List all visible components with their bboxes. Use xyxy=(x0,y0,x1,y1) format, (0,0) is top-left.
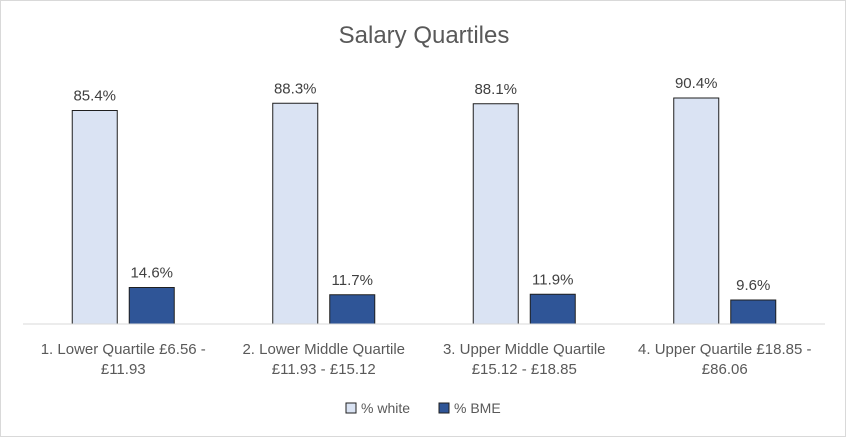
category-label-3-line-1: 3. Upper Middle Quartile xyxy=(443,341,606,358)
bar-white-2 xyxy=(272,102,319,325)
bars-group: 85.4% 14.6% 88.3% 11.7% 88.1% 11.9% 90.4% 9.6% xyxy=(71,75,777,325)
bar-bme-2 xyxy=(329,294,376,325)
category-label-1-line-1: 1. Lower Quartile £6.56 - xyxy=(41,341,206,358)
bar-bme-4 xyxy=(730,299,777,325)
category-label-3-line-2: £15.12 - £18.85 xyxy=(472,361,577,378)
category-label-4-line-2: £86.06 xyxy=(702,361,748,378)
bar-white-4 xyxy=(673,97,720,325)
data-label-bme-2: 11.7% xyxy=(332,272,373,289)
category-label-4-line-1: 4. Upper Quartile £18.85 - xyxy=(638,341,811,358)
category-label-2-line-1: 2. Lower Middle Quartile xyxy=(242,341,405,358)
category-labels: 1. Lower Quartile £6.56 - £11.93 2. Lower … xyxy=(41,341,812,378)
chart-title: Salary Quartiles xyxy=(339,22,510,49)
data-label-white-3: 88.1% xyxy=(474,81,517,98)
data-label-white-2: 88.3% xyxy=(274,80,317,97)
legend-swatch-bme xyxy=(438,402,450,414)
bar-bme-1 xyxy=(128,287,175,325)
category-label-2-line-2: £11.93 - £15.12 xyxy=(272,361,376,378)
bar-white-1 xyxy=(71,110,118,325)
bar-white-3 xyxy=(472,103,519,325)
data-label-white-4: 90.4% xyxy=(675,75,718,92)
data-label-bme-3: 11.9% xyxy=(532,271,573,288)
data-label-bme-4: 9.6% xyxy=(736,277,770,294)
category-label-1-line-2: £11.93 xyxy=(101,361,146,378)
data-label-white-1: 85.4% xyxy=(73,88,116,105)
legend: % white % BME xyxy=(345,400,501,416)
bar-bme-3 xyxy=(529,293,576,325)
legend-swatch-white xyxy=(345,402,357,414)
legend-label-white: % white xyxy=(361,400,410,416)
legend-label-bme: % BME xyxy=(454,400,501,416)
data-label-bme-1: 14.6% xyxy=(130,265,173,282)
